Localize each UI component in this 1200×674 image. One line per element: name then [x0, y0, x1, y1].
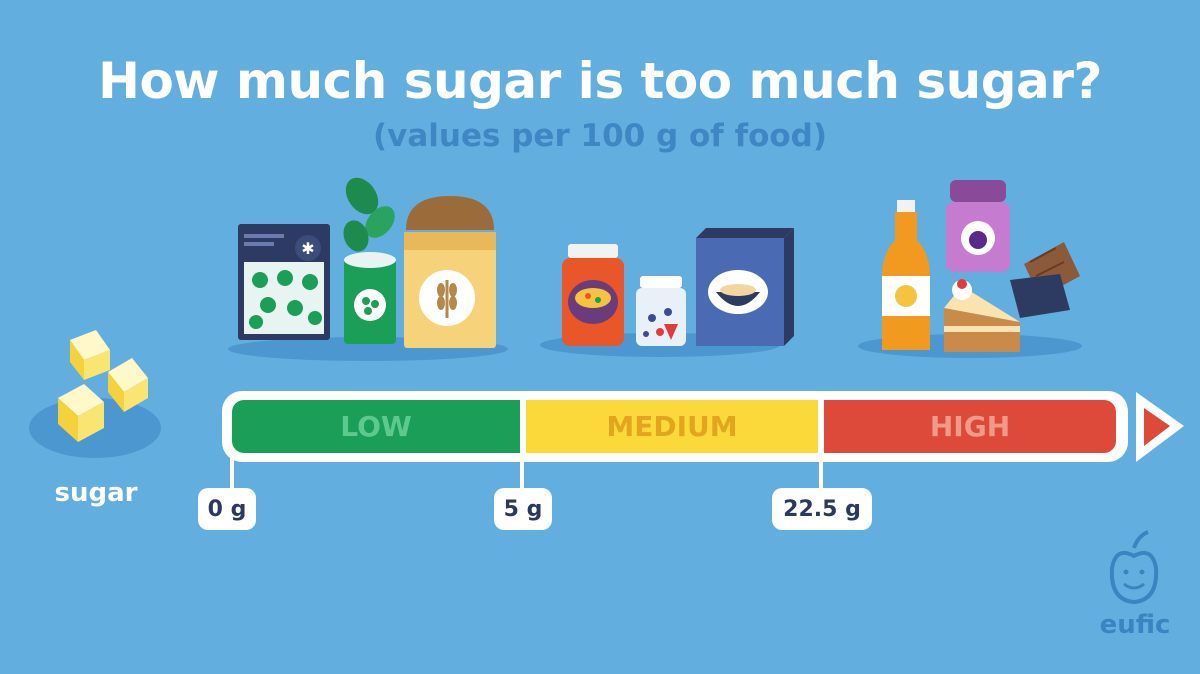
page-title: How much sugar is too much sugar? [98, 52, 1102, 110]
page-subtitle: (values per 100 g of food) [372, 118, 828, 154]
orange-soda-bottle-icon [882, 200, 930, 350]
svg-text:✱: ✱ [301, 239, 314, 258]
cereal-box-icon [696, 228, 794, 346]
eufic-apple-icon [1109, 530, 1159, 605]
threshold-label-0g: 0 g [198, 488, 256, 530]
sugar-cubes-icon [29, 330, 161, 458]
scale-segment-low: LOW [232, 400, 520, 453]
scale-segment-high: HIGH [824, 400, 1116, 453]
scale-segment-medium: MEDIUM [526, 400, 818, 453]
jam-jar-icon [562, 244, 624, 346]
threshold-label-22-5g: 22.5 g [772, 488, 872, 530]
sugar-scale-bar: LOW MEDIUM HIGH [222, 391, 1128, 462]
eufic-logo-text: eufic [1099, 610, 1171, 640]
cake-slice-icon [944, 279, 1020, 352]
frozen-vegetables-bag-icon: ✱ [238, 224, 330, 340]
chocolate-bar-icon [1010, 242, 1080, 318]
yogurt-jar-icon [636, 276, 686, 346]
tick-5g [520, 450, 524, 494]
threshold-label-5g: 5 g [494, 488, 552, 530]
tick-0g [230, 450, 234, 494]
spinach-can-icon [343, 177, 396, 344]
tick-22-5g [819, 450, 823, 494]
arrow-right-icon [1136, 392, 1184, 462]
wholegrain-bread-icon [404, 196, 496, 348]
berry-jam-jar-icon [946, 180, 1010, 272]
sugar-label: sugar [54, 478, 138, 508]
